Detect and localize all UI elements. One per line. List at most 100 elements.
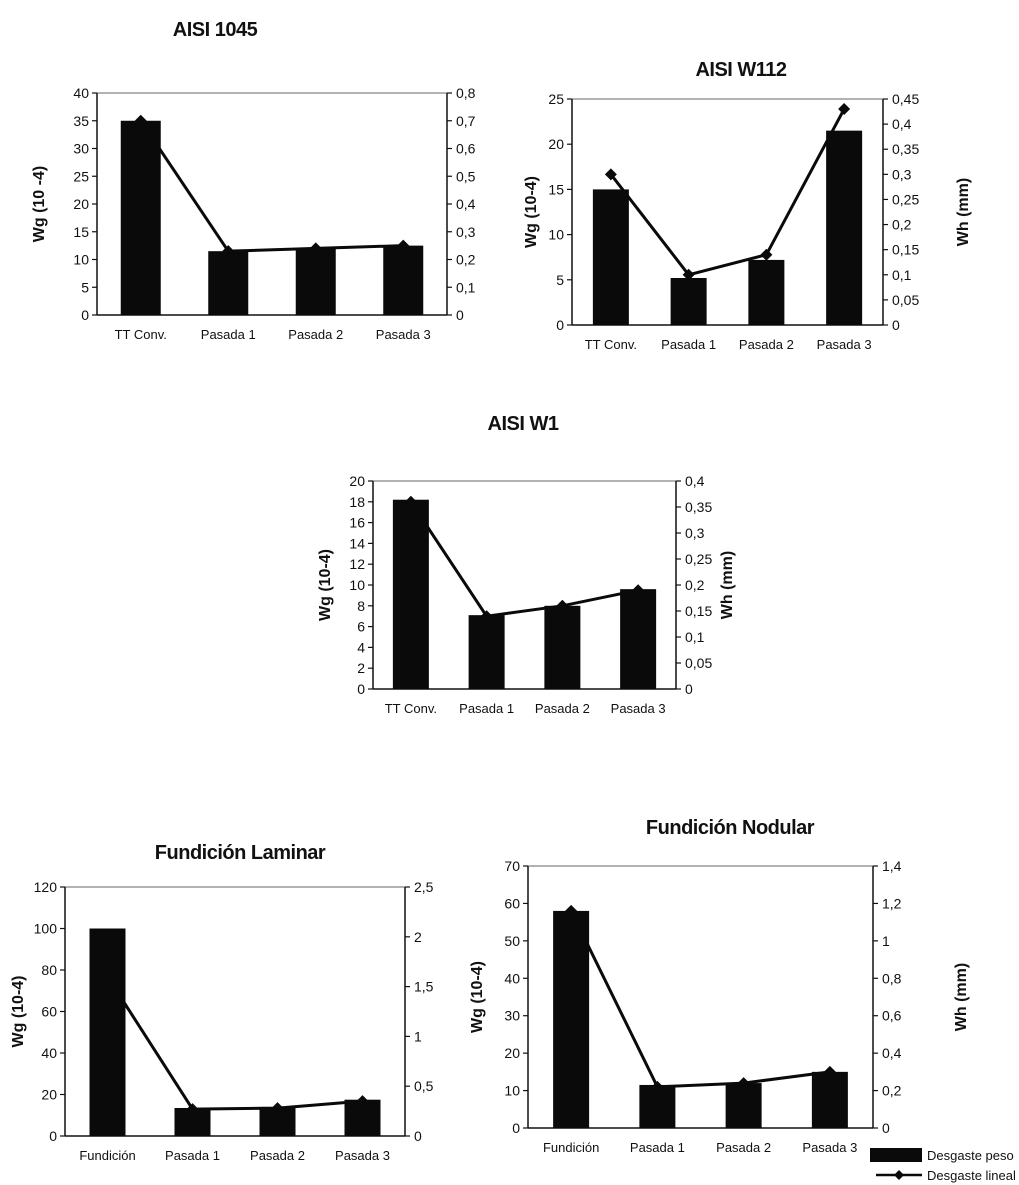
y-axis-label: Wg (10-4): [469, 961, 486, 1033]
legend-label: Desgaste lineal: [927, 1168, 1016, 1183]
line-point: [271, 1102, 284, 1115]
y-axis-label: Wg (10-4): [317, 549, 334, 621]
y2-tick-label: 0,7: [456, 113, 476, 129]
line-point: [632, 584, 645, 597]
line-point: [397, 239, 410, 252]
y2-tick-label: 0,25: [685, 551, 712, 567]
y-tick-label: 20: [349, 473, 365, 489]
y-tick-label: 2: [357, 660, 365, 676]
y-tick-label: 10: [548, 227, 564, 243]
y-tick-label: 25: [548, 91, 564, 107]
y2-tick-label: 1: [414, 1028, 422, 1044]
y2-tick-label: 0: [685, 681, 693, 697]
chart-panel: AISI 1045 0 5 10 15 20 25 30 35 40 0 0,1 0,2 0,3 0,4 0,…: [31, 19, 476, 342]
y2-tick-label: 0,45: [892, 91, 919, 107]
chart-title: AISI W112: [695, 59, 786, 81]
bar: [383, 245, 424, 315]
bar: [592, 189, 629, 325]
y2-tick-label: 0,5: [456, 168, 476, 184]
y2-tick-label: 0: [456, 307, 464, 323]
y-tick-label: 10: [349, 577, 365, 593]
y2-tick-label: 0,1: [456, 279, 476, 295]
y2-tick-label: 1,5: [414, 979, 434, 995]
y-tick-label: 0: [81, 307, 89, 323]
y-tick-label: 120: [34, 879, 58, 895]
bar: [392, 499, 429, 689]
y2-tick-label: 0,35: [892, 141, 919, 157]
legend-swatch-bar: [870, 1148, 922, 1162]
line-point: [222, 245, 235, 258]
x-tick-label: Pasada 2: [739, 337, 794, 352]
y-tick-label: 5: [556, 272, 564, 288]
y-tick-label: 25: [73, 168, 89, 184]
y2-tick-label: 0,3: [685, 525, 705, 541]
line-series: [106, 975, 363, 1111]
x-tick-label: Pasada 2: [288, 327, 343, 342]
y-tick-label: 14: [349, 535, 365, 551]
y-tick-label: 60: [504, 895, 520, 911]
line-point: [682, 268, 695, 281]
y2-tick-label: 0,8: [456, 85, 476, 101]
y2-tick-label: 1: [882, 933, 890, 949]
x-tick-label: TT Conv.: [115, 327, 167, 342]
y-tick-label: 0: [512, 1120, 520, 1136]
line-series: [569, 910, 831, 1089]
y2-tick-label: 0,15: [685, 603, 712, 619]
bar: [295, 248, 336, 315]
line-point: [565, 904, 578, 917]
bar: [468, 615, 505, 689]
x-tick-label: Pasada 1: [459, 701, 514, 716]
bar: [89, 928, 126, 1136]
chart-title: Fundición Nodular: [646, 817, 815, 839]
y-tick-label: 40: [504, 970, 520, 986]
y-tick-label: 8: [357, 598, 365, 614]
y2-tick-label: 0,35: [685, 499, 712, 515]
line-point: [838, 103, 851, 116]
y-tick-label: 10: [73, 252, 89, 268]
y-tick-label: 30: [504, 1008, 520, 1024]
y2-tick-label: 1,4: [882, 858, 902, 874]
y2-axis-label: Wh (mm): [719, 551, 736, 619]
y2-tick-label: 0: [414, 1128, 422, 1144]
y2-tick-label: 2: [414, 929, 422, 945]
x-tick-label: Pasada 1: [165, 1148, 220, 1163]
x-tick-label: TT Conv.: [385, 701, 437, 716]
x-tick-label: Pasada 3: [335, 1148, 390, 1163]
y-tick-label: 30: [73, 141, 89, 157]
y2-tick-label: 0,05: [685, 655, 712, 671]
x-tick-label: Fundición: [543, 1140, 599, 1155]
y-tick-label: 20: [73, 196, 89, 212]
x-tick-label: Pasada 3: [817, 337, 872, 352]
y2-tick-label: 0,4: [882, 1045, 902, 1061]
y-axis-label: Wg (10 -4): [31, 166, 48, 242]
chart-title: AISI 1045: [173, 19, 258, 41]
y2-tick-label: 0,2: [685, 577, 705, 593]
y-axis-label: Wg (10-4): [10, 976, 27, 1048]
bar: [620, 589, 657, 689]
y-tick-label: 20: [41, 1087, 57, 1103]
bar: [544, 605, 581, 689]
y-tick-label: 10: [504, 1083, 520, 1099]
line-point: [556, 599, 569, 612]
line-point: [186, 1103, 199, 1116]
line-point: [356, 1095, 369, 1108]
y2-tick-label: 0: [882, 1120, 890, 1136]
bar: [826, 130, 863, 325]
y2-tick-label: 0,15: [892, 242, 919, 258]
x-tick-label: Pasada 3: [376, 327, 431, 342]
y-tick-label: 5: [81, 279, 89, 295]
y2-tick-label: 2,5: [414, 879, 434, 895]
y2-tick-label: 0,3: [892, 166, 912, 182]
line-point: [309, 242, 322, 255]
y-tick-label: 0: [49, 1128, 57, 1144]
y-tick-label: 35: [73, 113, 89, 129]
y2-tick-label: 0,05: [892, 292, 919, 308]
y-tick-label: 80: [41, 962, 57, 978]
y-tick-label: 40: [73, 85, 89, 101]
y2-tick-label: 0,1: [685, 629, 705, 645]
x-tick-label: Pasada 1: [630, 1140, 685, 1155]
y2-tick-label: 0,2: [882, 1083, 902, 1099]
y-tick-label: 16: [349, 515, 365, 531]
y2-tick-label: 0,4: [892, 116, 912, 132]
